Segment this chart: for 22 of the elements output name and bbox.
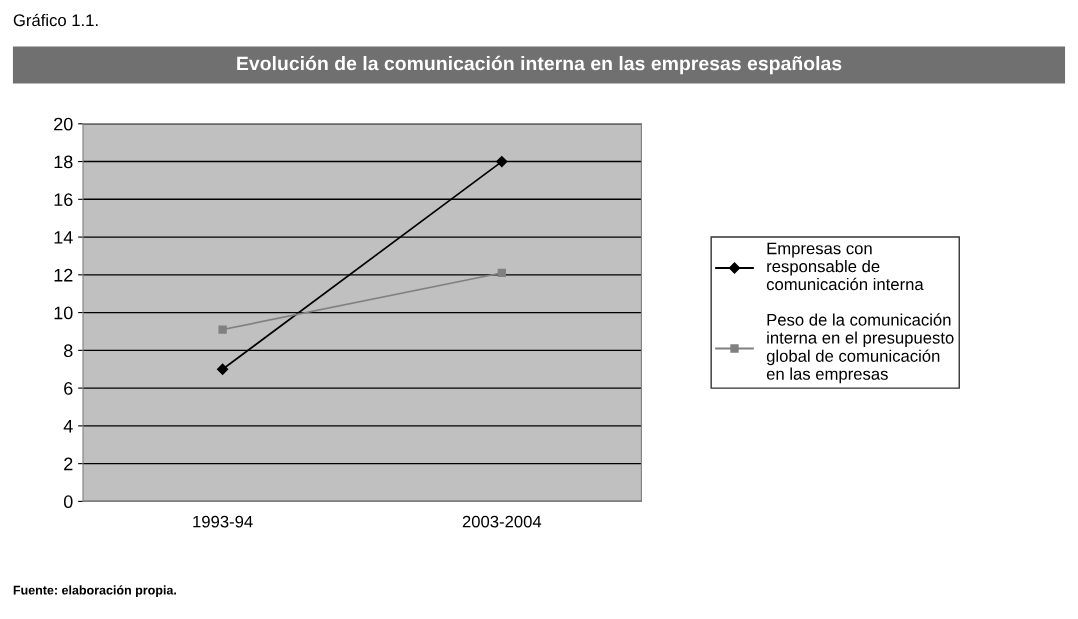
legend-label: Peso de la comunicación interna en el presupuesto global de comunicación en las empresas — [766, 313, 954, 384]
y-tick-label: 0 — [63, 495, 73, 509]
point — [497, 268, 506, 278]
y-tick-label: 8 — [64, 344, 73, 358]
point — [217, 363, 229, 375]
y-tick-label: 10 — [54, 306, 73, 320]
point — [218, 325, 227, 334]
y-tick-label: 14 — [54, 231, 73, 244]
x-tick-label: 2003-2004 — [462, 515, 542, 528]
y-tick-label: 20 — [54, 117, 73, 131]
y-tick-label: 6 — [64, 382, 73, 395]
chart-title: Evolución de la comunicación interna en las empresas españolas — [237, 55, 842, 75]
x-tick-label: 1993-94 — [193, 515, 253, 528]
point — [496, 155, 508, 168]
legend-label: Empresas con responsable de comunicación interna — [766, 242, 924, 291]
y-tick-label: 18 — [54, 155, 73, 169]
y-tick-label: 12 — [54, 268, 73, 282]
y-tick-label: 16 — [54, 193, 73, 207]
source-note: Fuente: elaboración propia. — [13, 585, 176, 598]
y-tick-label: 2 — [64, 457, 73, 471]
text: Gráfico 1.1. — [13, 13, 98, 27]
y-tick-label: 4 — [63, 419, 73, 433]
